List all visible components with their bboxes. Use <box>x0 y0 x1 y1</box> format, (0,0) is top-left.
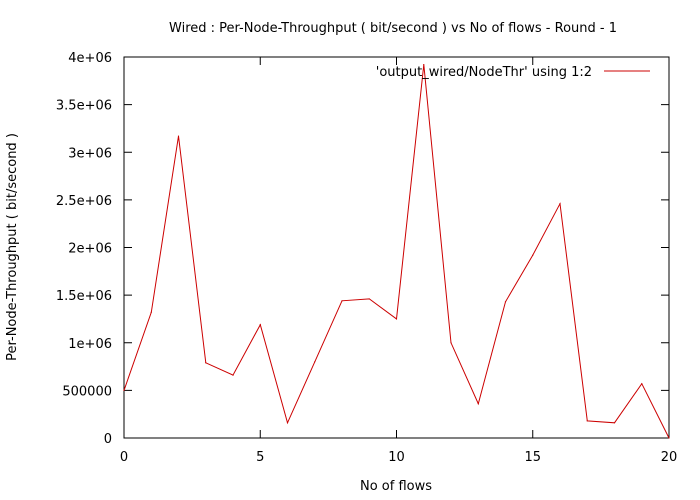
y-tick-label: 1.5e+06 <box>56 289 112 304</box>
legend: 'output_wired/NodeThr' using 1:2 <box>376 65 650 80</box>
y-tick-label: 3e+06 <box>68 146 112 161</box>
data-point <box>668 437 670 439</box>
x-axis: 0 5 10 15 20 <box>120 57 677 465</box>
data-point <box>477 403 479 405</box>
y-tick-label: 500000 <box>62 384 112 399</box>
x-tick-label: 10 <box>388 450 405 465</box>
y-tick-label: 3.5e+06 <box>56 99 112 114</box>
y-tick-label: 2.5e+06 <box>56 194 112 209</box>
x-tick-label: 5 <box>256 450 264 465</box>
data-point <box>395 318 398 320</box>
data-point <box>423 64 425 66</box>
data-point <box>586 420 588 422</box>
data-point <box>286 422 289 424</box>
data-point <box>559 203 561 205</box>
y-tick-label: 0 <box>104 432 112 447</box>
x-axis-label: No of flows <box>360 479 432 494</box>
data-point <box>504 301 507 303</box>
series-layer <box>123 64 670 439</box>
data-point <box>314 361 316 363</box>
y-axis-label: Per-Node-Throughput ( bit/second ) <box>5 133 20 361</box>
data-point <box>532 254 534 256</box>
data-point <box>641 383 643 385</box>
y-tick-label: 4e+06 <box>68 51 112 66</box>
y-tick-label: 1e+06 <box>68 337 112 352</box>
data-point <box>613 422 616 424</box>
series-line <box>123 64 670 439</box>
x-tick-label: 15 <box>524 450 541 465</box>
y-axis: 0 500000 1e+06 1.5e+06 2e+06 2.5e+06 3e+06 3.5e… <box>56 51 669 447</box>
data-point <box>259 324 261 326</box>
data-point <box>150 311 152 313</box>
chart-title: Wired : Per-Node-Throughput ( bit/second… <box>169 21 617 36</box>
data-point <box>123 389 125 391</box>
x-tick-label: 0 <box>120 450 128 465</box>
legend-label: 'output_wired/NodeThr' using 1:2 <box>376 65 592 80</box>
plot-frame <box>123 56 670 439</box>
data-point <box>450 342 452 344</box>
x-tick-label: 20 <box>661 450 678 465</box>
y-tick-label: 2e+06 <box>68 242 112 257</box>
data-point <box>177 135 180 137</box>
data-point <box>232 374 234 376</box>
data-point <box>341 300 343 302</box>
data-point <box>368 298 370 300</box>
data-point <box>205 362 207 364</box>
